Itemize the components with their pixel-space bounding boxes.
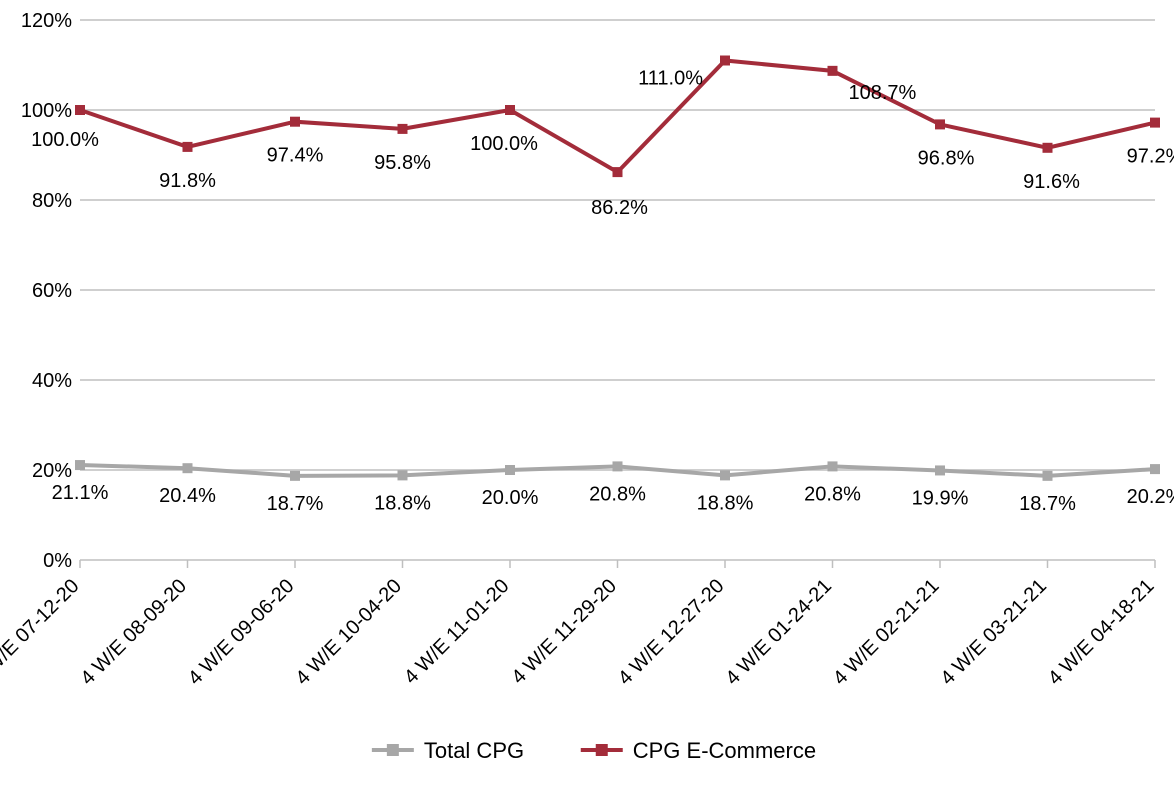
marker-total_cpg — [613, 461, 623, 471]
marker-total_cpg — [183, 463, 193, 473]
marker-cpg_ecom — [828, 66, 838, 76]
data-label-total: 20.0% — [482, 487, 539, 509]
series-line-cpg_ecom — [80, 61, 1155, 173]
x-axis-label: 4 W/E 01-24-21 — [721, 575, 836, 690]
data-label-ecom: 97.2% — [1127, 146, 1174, 168]
marker-total_cpg — [1150, 464, 1160, 474]
data-label-total: 20.8% — [804, 483, 861, 505]
marker-cpg_ecom — [1043, 143, 1053, 153]
y-axis-label: 60% — [32, 280, 72, 302]
y-axis-label: 40% — [32, 370, 72, 392]
x-axis-label: 4 W/E 11-01-20 — [400, 575, 514, 689]
legend-swatch-marker — [387, 744, 399, 756]
legend-label: CPG E-Commerce — [633, 738, 816, 763]
marker-total_cpg — [290, 471, 300, 481]
marker-cpg_ecom — [1150, 118, 1160, 128]
marker-cpg_ecom — [613, 167, 623, 177]
data-label-ecom: 97.4% — [267, 145, 324, 167]
x-axis-label: 4 W/E 03-21-21 — [936, 575, 1051, 690]
line-chart: 0% 20% 40% 60% 80% 100% 120% 21.1% 20.4% 18.7% 18.… — [0, 0, 1174, 785]
data-label-ecom: 95.8% — [374, 152, 431, 174]
data-label-ecom: 100.0% — [31, 129, 99, 151]
x-axis-label: 4 W/E 04-18-21 — [1044, 575, 1159, 690]
data-label-ecom: 108.7% — [849, 82, 917, 104]
data-label-total: 18.7% — [1019, 493, 1076, 515]
data-label-total: 18.7% — [267, 493, 324, 515]
marker-total_cpg — [935, 465, 945, 475]
y-axis-label: 80% — [32, 190, 72, 212]
x-axis-label: 4 W/E 10-04-20 — [291, 575, 406, 690]
x-axis-label: 4 W/E 08-09-20 — [76, 575, 191, 690]
data-label-ecom: 100.0% — [470, 133, 538, 155]
legend-label: Total CPG — [424, 738, 524, 763]
marker-cpg_ecom — [290, 117, 300, 127]
y-axis-label: 120% — [21, 10, 72, 32]
chart-svg: 0% 20% 40% 60% 80% 100% 120% 21.1% 20.4% 18.7% 18.… — [0, 0, 1174, 785]
data-label-total: 20.8% — [589, 483, 646, 505]
marker-cpg_ecom — [398, 124, 408, 134]
marker-cpg_ecom — [505, 105, 515, 115]
data-label-ecom: 96.8% — [918, 147, 975, 169]
y-axis-label: 100% — [21, 100, 72, 122]
data-label-ecom: 111.0% — [638, 68, 703, 90]
data-label-ecom: 86.2% — [591, 197, 648, 219]
data-label-total: 18.8% — [697, 492, 754, 514]
data-label-total: 18.8% — [374, 492, 431, 514]
marker-total_cpg — [720, 470, 730, 480]
data-label-ecom: 91.8% — [159, 170, 216, 192]
marker-cpg_ecom — [935, 119, 945, 129]
marker-total_cpg — [1043, 471, 1053, 481]
data-label-ecom: 91.6% — [1023, 171, 1080, 193]
data-label-total: 20.4% — [159, 485, 216, 507]
x-axis-label: 4 W/E 09-06-20 — [184, 575, 299, 690]
x-axis-label: 4 W/E 02-21-21 — [829, 575, 944, 690]
marker-total_cpg — [398, 470, 408, 480]
y-axis-label: 0% — [43, 550, 72, 572]
marker-cpg_ecom — [720, 56, 730, 66]
data-label-total: 21.1% — [52, 482, 109, 504]
marker-total_cpg — [75, 460, 85, 470]
x-axis-label: 4 W/E 11-29-20 — [507, 575, 621, 689]
marker-cpg_ecom — [183, 142, 193, 152]
x-axis-label: 4 W/E 07-12-20 — [0, 575, 84, 690]
marker-total_cpg — [828, 461, 838, 471]
data-label-total: 20.2% — [1127, 486, 1174, 508]
marker-cpg_ecom — [75, 105, 85, 115]
legend: Total CPG CPG E-Commerce — [372, 738, 816, 763]
x-axis-label: 4 W/E 12-27-20 — [614, 575, 729, 690]
legend-swatch-marker — [596, 744, 608, 756]
data-label-total: 19.9% — [912, 487, 969, 509]
y-axis-label: 20% — [32, 460, 72, 482]
marker-total_cpg — [505, 465, 515, 475]
